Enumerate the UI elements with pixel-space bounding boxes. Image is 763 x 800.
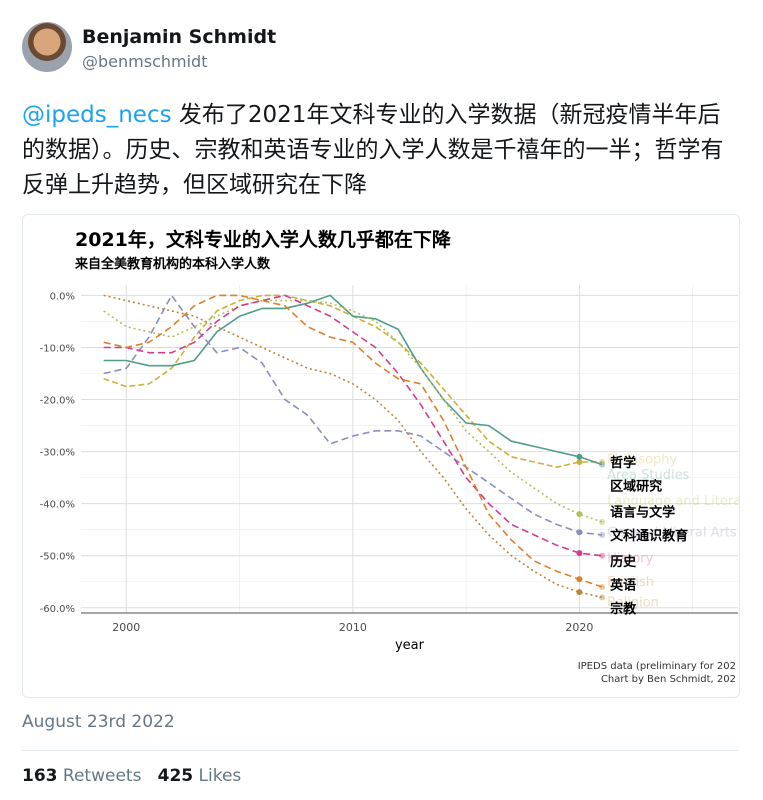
tweet-date: August 23rd 2022 xyxy=(22,712,175,732)
data-point xyxy=(576,550,583,557)
tweet-stats: 163 Retweets 425 Likes xyxy=(22,766,241,786)
likes-label[interactable]: Likes xyxy=(193,766,242,786)
tweet-body: 发布了2021年文科专业的入学数据（新冠疫情半年后的数据）。历史、宗教和英语专业… xyxy=(22,102,724,198)
faded-series-label: Area Studies xyxy=(607,468,689,483)
series-line xyxy=(103,294,603,557)
data-point xyxy=(576,576,583,583)
series-line xyxy=(103,294,603,588)
x-tick-label: 2000 xyxy=(112,621,140,634)
plot-panel xyxy=(81,285,738,613)
data-point xyxy=(576,453,583,460)
data-point xyxy=(599,461,606,468)
faded-series-label: English xyxy=(607,575,654,590)
series-label: 文科通识教育 xyxy=(610,528,688,544)
data-point xyxy=(599,583,606,590)
user-handle[interactable]: @benmschmidt xyxy=(82,52,208,71)
faded-series-label: History xyxy=(607,551,654,566)
retweet-count: 163 xyxy=(22,766,58,786)
chart-title: 2021年，文科专业的入学人数几乎都在下降 xyxy=(75,229,451,251)
y-tick-label: 0.0% xyxy=(50,291,75,302)
data-point xyxy=(576,589,583,596)
data-point xyxy=(599,531,606,538)
tweet-text: @ipeds_necs 发布了2021年文科专业的入学数据（新冠疫情半年后的数据… xyxy=(22,98,737,203)
chart-caption: Chart by Ben Schmidt, 202 xyxy=(601,674,736,685)
faded-series-label: General Liberal Arts xyxy=(607,525,737,540)
data-point xyxy=(576,459,583,466)
y-tick-label: -20.0% xyxy=(40,396,75,407)
data-point xyxy=(599,459,606,466)
y-tick-label: -50.0% xyxy=(40,552,75,563)
series-label: 英语 xyxy=(609,577,636,593)
chart-subtitle: 来自全美教育机构的本科入学人数 xyxy=(75,257,271,272)
retweets-label[interactable]: Retweets xyxy=(57,766,142,786)
like-count: 425 xyxy=(157,766,194,786)
series-label: 语言与文学 xyxy=(610,504,675,520)
data-point xyxy=(599,552,606,559)
chart: 0.0% -10.0% -20.0% -30.0% -40.0% -50.0% -60.0%… xyxy=(40,285,739,685)
series-line xyxy=(103,299,603,523)
chart-image[interactable]: 0.0% -10.0% -20.0% -30.0% -40.0% -50.0% -60.0%… xyxy=(22,214,740,698)
series-label: 哲学 xyxy=(610,455,636,471)
chart-caption: IPEDS data (preliminary for 202 xyxy=(578,661,736,672)
y-tick-label: -40.0% xyxy=(40,500,75,511)
x-tick-label: 2020 xyxy=(565,621,593,634)
series-label: 历史 xyxy=(610,554,637,570)
faded-series-label: Language and Literature xyxy=(607,494,739,509)
faded-series-label: Religion xyxy=(607,596,659,611)
data-point xyxy=(576,511,583,518)
divider xyxy=(22,750,738,751)
y-tick-label: -60.0% xyxy=(40,604,75,615)
series-line xyxy=(103,294,603,599)
user-name[interactable]: Benjamin Schmidt xyxy=(82,26,277,48)
data-point xyxy=(599,518,606,525)
series-line xyxy=(103,293,603,536)
faded-series-label: Philosophy xyxy=(607,452,677,467)
x-tick-label: 2010 xyxy=(339,621,367,634)
data-point xyxy=(576,529,583,536)
series-label: 宗教 xyxy=(610,601,637,617)
avatar[interactable] xyxy=(22,22,72,72)
x-axis-label: year xyxy=(395,638,425,653)
mention-link[interactable]: @ipeds_necs xyxy=(22,102,172,128)
series-label: 区域研究 xyxy=(610,478,662,494)
data-point xyxy=(599,594,606,601)
y-tick-label: -30.0% xyxy=(40,448,75,459)
series-line xyxy=(103,294,603,466)
y-tick-label: -10.0% xyxy=(40,343,75,354)
